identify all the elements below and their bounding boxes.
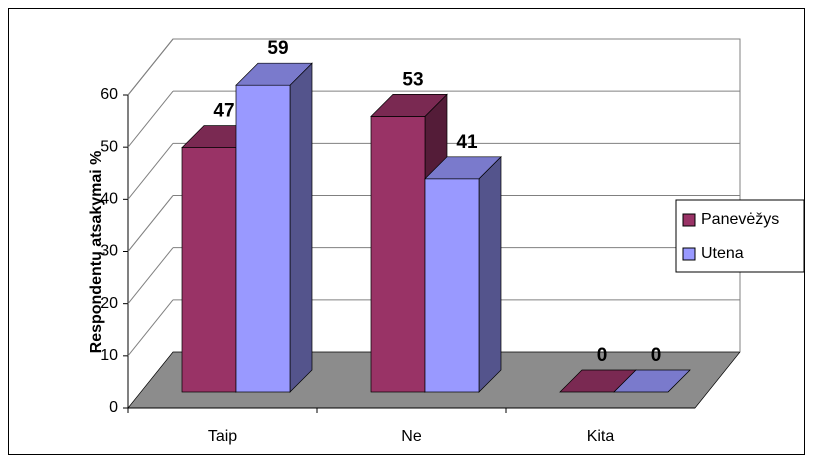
grid-line	[127, 299, 174, 357]
bar-top	[235, 62, 313, 86]
grid-line	[127, 195, 174, 252]
x-tick-label: Kita	[587, 428, 615, 445]
grid-line	[127, 247, 174, 304]
y-tick-label: 0	[109, 399, 118, 416]
bar	[424, 178, 480, 393]
y-tick-label: 60	[100, 86, 118, 103]
x-tick-label: Taip	[208, 428, 237, 445]
data-label: 53	[402, 69, 423, 90]
bar-top	[613, 369, 691, 393]
data-label: 59	[267, 38, 288, 59]
data-label: 0	[597, 345, 608, 366]
y-tick-label: 50	[100, 138, 118, 155]
bar-side	[478, 155, 502, 393]
grid-line	[127, 90, 174, 148]
grid-line	[127, 38, 174, 96]
bar-side	[289, 62, 313, 393]
bar	[181, 147, 237, 393]
legend-label: Utena	[701, 245, 744, 262]
bar-top	[370, 94, 448, 117]
legend-swatch	[682, 247, 696, 261]
bar	[235, 84, 291, 393]
legend-swatch	[682, 213, 696, 227]
legend-label: Panevėžys	[701, 211, 779, 228]
bar	[370, 116, 426, 393]
x-tick-label: Ne	[401, 428, 422, 445]
y-tick-label: 30	[100, 243, 118, 260]
data-label: 41	[456, 132, 478, 153]
y-tick-label: 10	[100, 347, 118, 364]
y-tick-label: 40	[100, 191, 118, 208]
legend	[675, 199, 805, 273]
y-axis-label: Respondentų atsakymai %	[88, 151, 105, 354]
data-label: 0	[651, 345, 662, 366]
grid-line	[127, 143, 174, 200]
bar-top	[424, 156, 502, 180]
data-label: 47	[213, 101, 234, 122]
y-tick-label: 20	[100, 295, 118, 312]
